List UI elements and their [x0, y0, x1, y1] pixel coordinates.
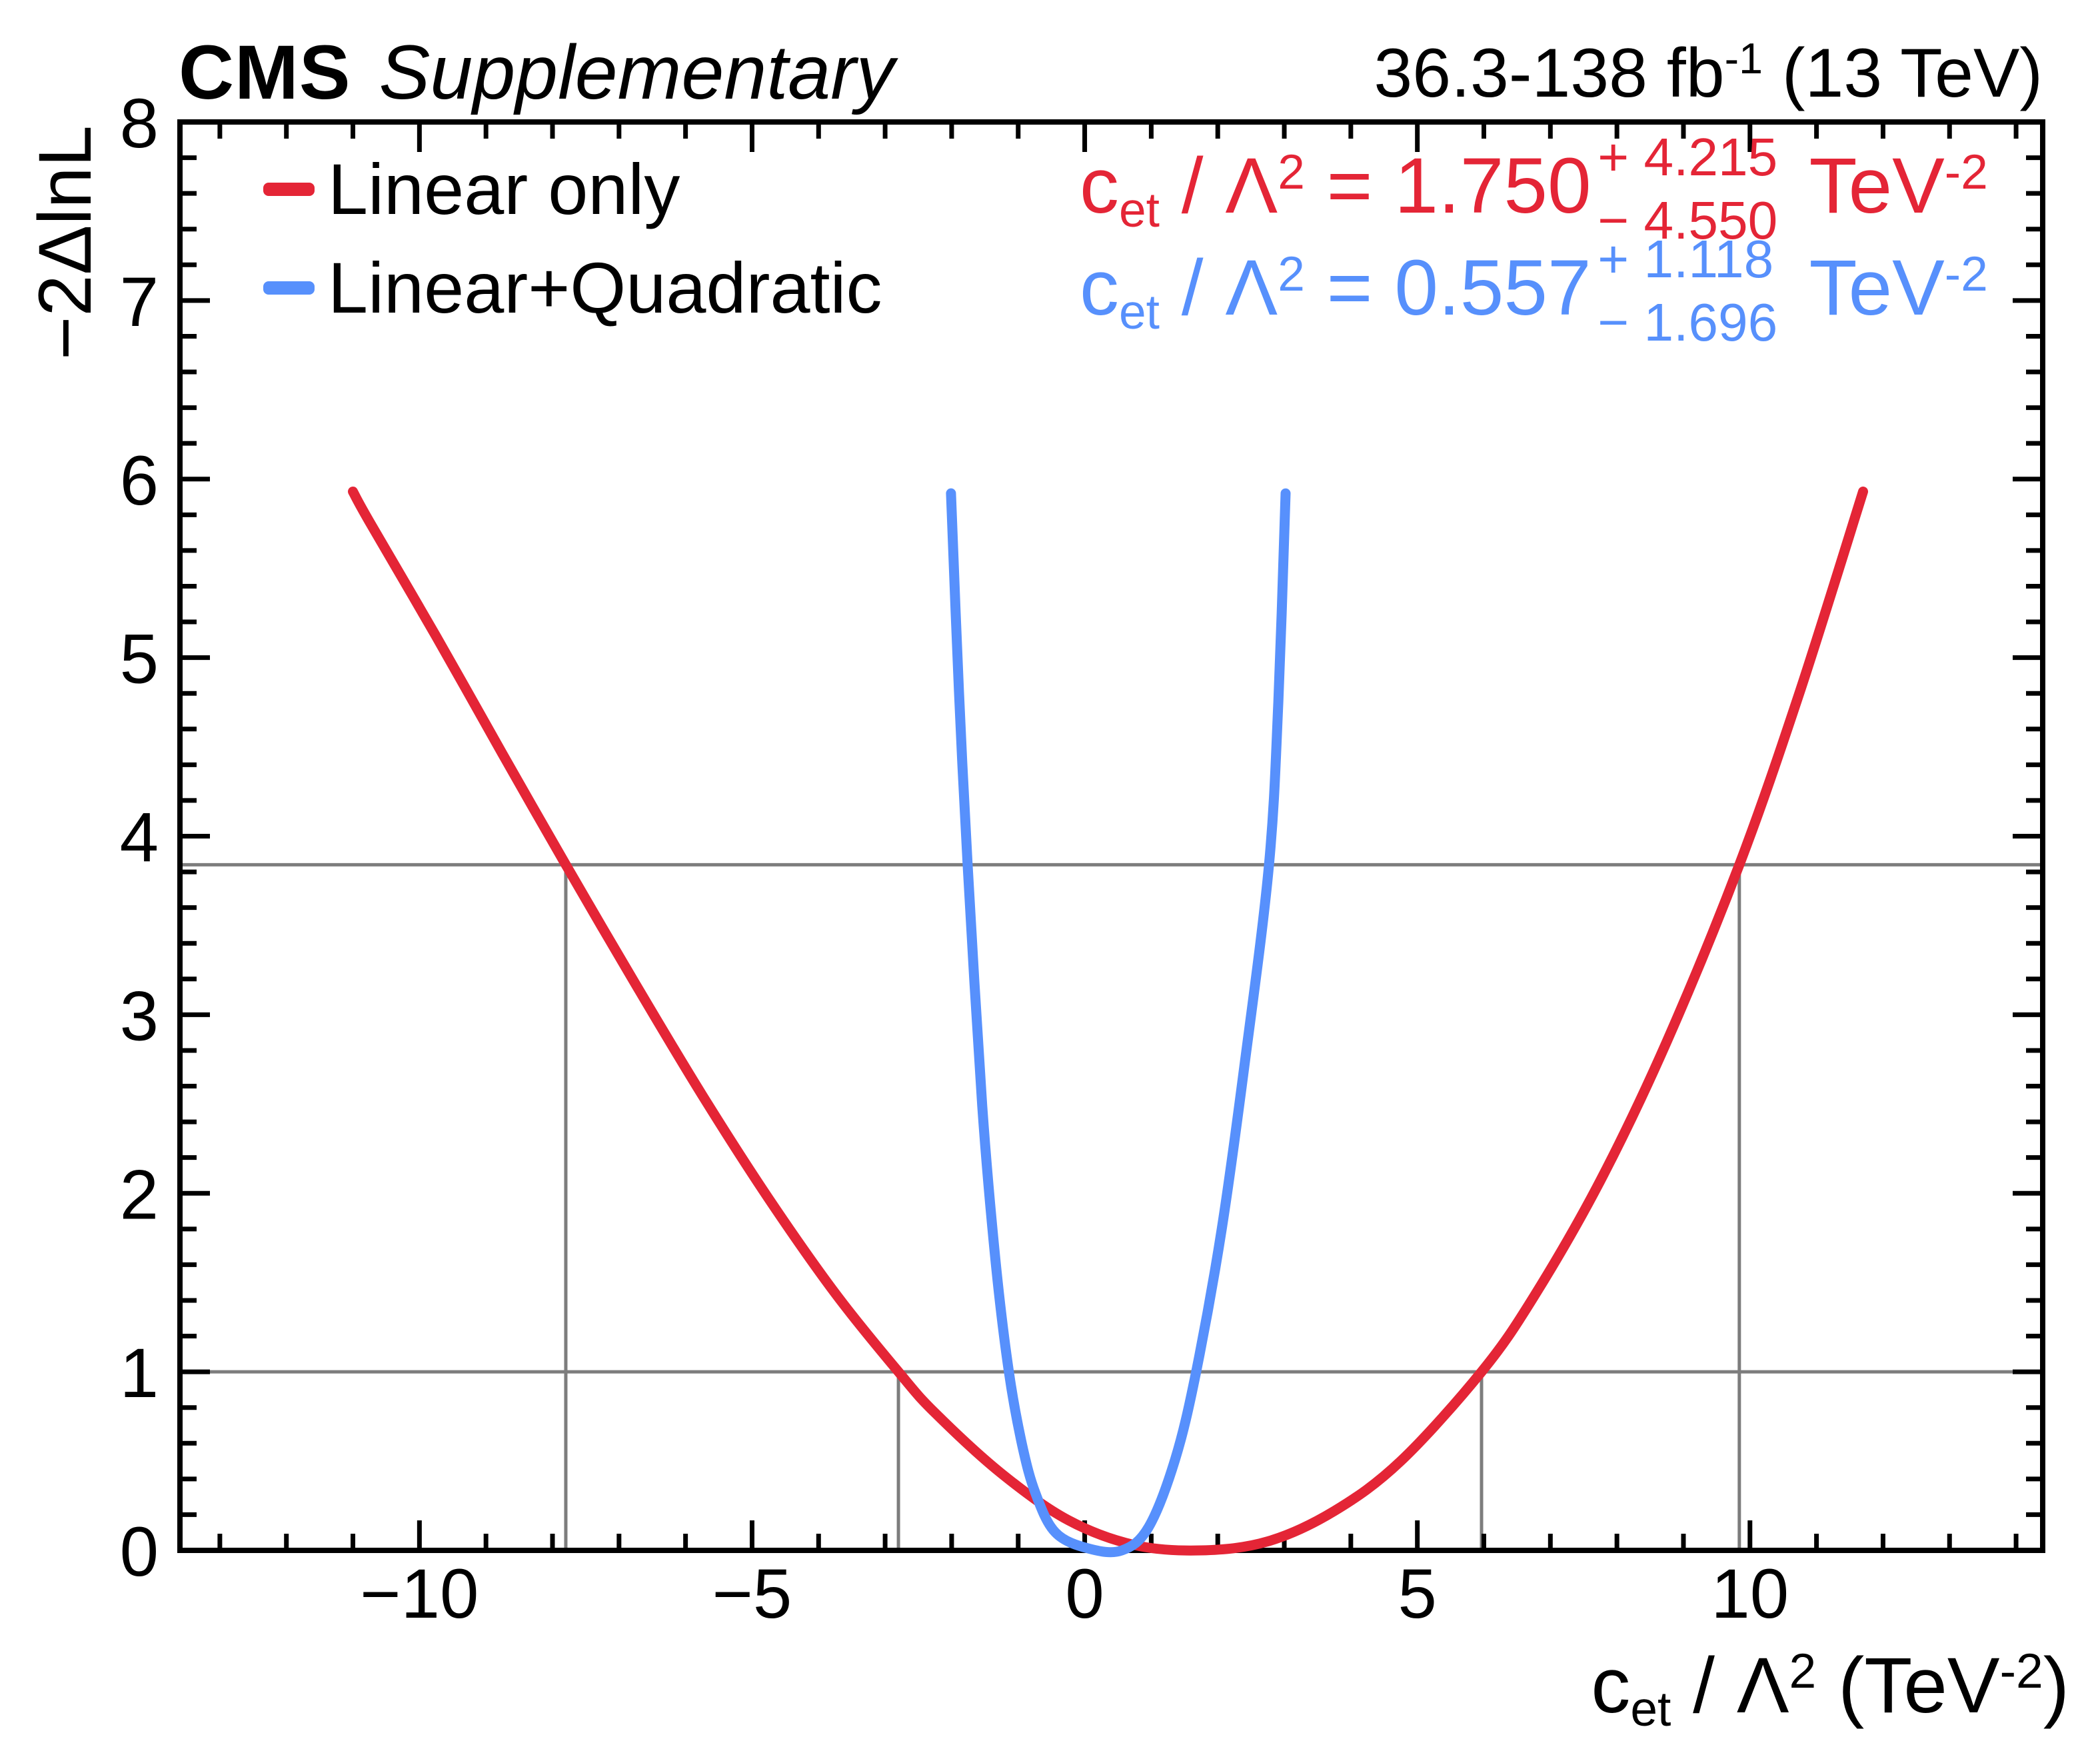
result-lambda-sup: 2: [1278, 144, 1305, 199]
legend-item-linear-only: Linear only: [263, 152, 680, 227]
result-coeff: c: [1080, 142, 1119, 231]
supplementary-label: Supplementary: [379, 30, 895, 115]
result-linear-quadratic: cet / Λ2 = 0.557 + 1.118− 1.696 TeV-2: [1080, 229, 1988, 353]
experiment-name: CMS: [179, 30, 351, 115]
result-unit-sup: -2: [1944, 144, 1988, 199]
y-tick-label: 6: [120, 442, 159, 520]
y-tick-label: 4: [120, 799, 159, 877]
result-err-up: + 4.215: [1597, 127, 1778, 188]
result-coeff: c: [1080, 244, 1119, 333]
legend-swatch-linear-only: [263, 183, 315, 196]
result-linear-only: cet / Λ2 = 1.750 + 4.215− 4.550 TeV-2: [1080, 127, 1988, 251]
result-slash: /: [1160, 244, 1226, 333]
x-tick-label: −10: [360, 1555, 479, 1633]
cms-header: CMS Supplementary: [179, 35, 894, 111]
result-err-down: − 4.550: [1597, 190, 1778, 251]
y-tick-label: 3: [120, 977, 159, 1055]
result-uncertainties: + 4.215− 4.550: [1597, 126, 1777, 252]
lumi-text: 36.3-138 fb: [1374, 35, 1725, 112]
x-title-lambda-sup: 2: [1789, 1644, 1817, 1699]
result-value: 0.557: [1394, 244, 1591, 333]
x-title-slash: /: [1671, 1642, 1737, 1730]
y-tick-label: 0: [120, 1513, 159, 1591]
result-coeff-sub: et: [1119, 182, 1160, 237]
y-tick-label: 7: [120, 263, 159, 341]
result-lambda: Λ: [1225, 244, 1278, 333]
result-err-down: − 1.696: [1597, 292, 1778, 353]
result-equals: =: [1304, 244, 1395, 333]
y-tick-label: 8: [120, 85, 159, 163]
result-unit: TeV: [1787, 142, 1945, 231]
result-equals: =: [1304, 142, 1395, 231]
x-tick-label: 10: [1711, 1555, 1789, 1633]
legend-item-linear-quadratic: Linear+Quadratic: [263, 251, 882, 325]
lumi-exponent: -1: [1724, 34, 1763, 83]
scan-curve-linear-only: [348, 487, 1868, 1556]
result-coeff-sub: et: [1119, 284, 1160, 339]
lumi-energy: (13 TeV): [1762, 35, 2043, 112]
result-unit: TeV: [1787, 244, 1945, 333]
result-slash: /: [1160, 142, 1226, 231]
result-value: 1.750: [1394, 142, 1591, 231]
x-tick-label: 5: [1398, 1555, 1436, 1633]
y-tick-label: 5: [120, 621, 159, 699]
result-lambda-sup: 2: [1278, 246, 1305, 301]
result-unit-sup: -2: [1944, 246, 1988, 301]
lumi-label: 36.3-138 fb-1 (13 TeV): [1374, 37, 2043, 108]
result-err-up: + 1.118: [1597, 229, 1774, 290]
x-title-unit-sup: -2: [1999, 1644, 2043, 1699]
result-lambda: Λ: [1225, 142, 1278, 231]
x-title-coeff-sub: et: [1630, 1682, 1671, 1737]
x-axis-title: cet / Λ2 (TeV-2): [1591, 1642, 2069, 1735]
result-uncertainties: + 1.118− 1.696: [1597, 228, 1777, 354]
x-title-lambda: Λ: [1736, 1642, 1789, 1730]
x-title-unit-close: ): [2043, 1642, 2069, 1730]
x-title-coeff: c: [1591, 1642, 1631, 1730]
legend-label-linear-quadratic: Linear+Quadratic: [328, 247, 882, 328]
x-tick-label: −5: [712, 1555, 792, 1633]
legend-swatch-linear-quadratic: [263, 281, 315, 295]
scan-curve-linear-quadratic: [946, 488, 1291, 1558]
x-tick-label: 0: [1065, 1555, 1104, 1633]
y-tick-label: 2: [120, 1156, 159, 1234]
x-title-unit: (TeV: [1816, 1642, 2000, 1730]
y-tick-label: 1: [120, 1334, 159, 1412]
legend-label-linear-only: Linear only: [328, 149, 680, 229]
y-axis-title: −2ΔlnL: [23, 125, 107, 360]
